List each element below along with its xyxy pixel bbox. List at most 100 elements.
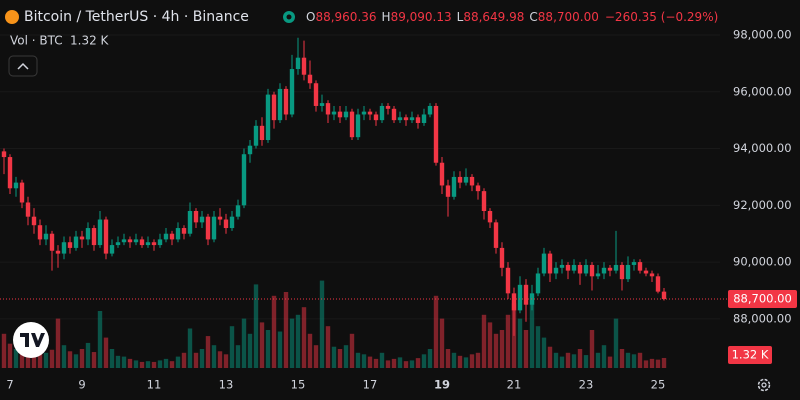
settings-button[interactable]	[757, 378, 771, 392]
volume-bar	[631, 354, 637, 368]
candle-body	[559, 264, 565, 268]
market-status-dot	[286, 14, 292, 20]
volume-bar	[7, 343, 13, 368]
volume-title: Vol · BTC	[10, 34, 63, 48]
volume-bar	[643, 360, 649, 368]
volume-bar	[307, 333, 313, 368]
candle-body	[343, 111, 349, 118]
y-tick-label: 96,000.00	[733, 84, 792, 98]
candle-body	[145, 242, 151, 246]
volume-bar	[463, 357, 469, 368]
candle-body	[397, 117, 403, 121]
candle-body	[655, 276, 661, 292]
candle-body	[481, 191, 487, 212]
candle-body	[79, 236, 85, 240]
volume-bar	[523, 330, 529, 368]
candle-body	[1, 151, 7, 158]
candle-body	[289, 69, 295, 115]
volume-tag-label: 1.32 K	[732, 348, 769, 362]
volume-bar	[55, 318, 61, 368]
candle-body	[607, 267, 613, 271]
volume-bar	[517, 318, 523, 368]
volume-bar	[367, 356, 373, 368]
candle-body	[415, 117, 421, 123]
candle-body	[637, 262, 643, 271]
volume-bar	[661, 357, 667, 368]
candle-body	[103, 219, 109, 254]
candle-body	[295, 57, 301, 70]
candle-body	[337, 111, 343, 118]
volume-bar	[637, 352, 643, 368]
candle-body	[421, 114, 427, 123]
volume-bar	[361, 354, 367, 368]
volume-bar	[151, 361, 157, 368]
candle-body	[577, 264, 583, 274]
candle-body	[85, 228, 91, 240]
candle-body	[517, 284, 523, 311]
candle-body	[487, 211, 493, 223]
volume-bar	[541, 337, 547, 368]
volume-bar	[403, 361, 409, 368]
x-tick-label: 13	[219, 378, 234, 392]
volume-bar	[343, 345, 349, 368]
candle-body	[133, 239, 139, 243]
candle-body	[7, 157, 13, 189]
y-tick-label: 92,000.00	[733, 198, 792, 212]
candle-body	[373, 114, 379, 121]
candle-body	[355, 114, 361, 138]
candle-body	[625, 264, 631, 280]
candle-body	[175, 228, 181, 240]
volume-bar	[427, 349, 433, 368]
candle-body	[277, 88, 283, 121]
collapse-button[interactable]	[8, 55, 38, 77]
volume-bar	[1, 333, 7, 368]
volume-bar	[349, 333, 355, 368]
volume-bar	[577, 349, 583, 368]
candle-body	[541, 253, 547, 274]
candle-body	[49, 233, 55, 251]
volume-tag	[728, 346, 772, 364]
volume-bar	[79, 349, 85, 368]
volume-bar	[355, 352, 361, 368]
volume-bar	[205, 336, 211, 368]
volume-bar	[499, 330, 505, 368]
candle-body	[73, 236, 79, 248]
candle-body	[19, 182, 25, 203]
candle-body	[313, 83, 319, 106]
volume-bar	[391, 358, 397, 368]
y-tick-label: 94,000.00	[733, 141, 792, 155]
candle-body	[307, 74, 313, 84]
candle-body	[187, 211, 193, 234]
candle-body	[325, 103, 331, 115]
volume-bar	[229, 326, 235, 368]
x-tick-label: 15	[291, 378, 306, 392]
candle-body	[643, 270, 649, 274]
volume-bar	[43, 352, 49, 368]
volume-bar	[265, 330, 271, 368]
candle-body	[217, 216, 223, 220]
candle-body	[31, 216, 37, 226]
candle-body	[379, 105, 385, 121]
candle-body	[601, 267, 607, 274]
candle-body	[361, 111, 367, 115]
volume-bar	[595, 352, 601, 368]
candle-body	[127, 239, 133, 243]
candle-body	[265, 94, 271, 141]
volume-bar	[157, 360, 163, 368]
symbol-icon	[5, 10, 19, 24]
y-tick-label: 90,000.00	[733, 255, 792, 269]
volume-bar	[505, 314, 511, 368]
ohlc-value: 89,090.13	[391, 10, 452, 24]
volume-bar	[601, 345, 607, 368]
candle-body	[631, 262, 637, 265]
volume-bar	[211, 345, 217, 368]
candle-body	[247, 145, 253, 155]
volume-bar	[325, 326, 331, 368]
ohlc-key: C	[529, 10, 537, 24]
x-tick-label: 9	[78, 378, 85, 392]
candle-body	[457, 176, 463, 183]
candle-body	[475, 185, 481, 192]
logo[interactable]	[13, 322, 49, 358]
volume-bar	[613, 318, 619, 368]
